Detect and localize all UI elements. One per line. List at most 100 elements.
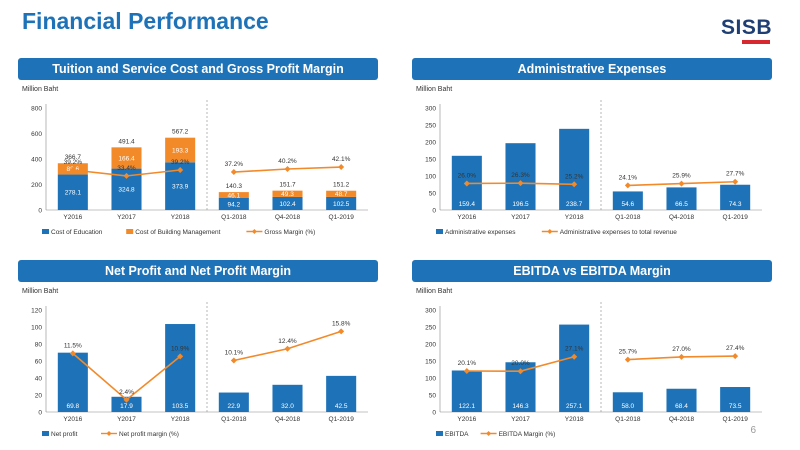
margin-point (123, 172, 130, 179)
margin-point (177, 167, 184, 174)
bar-value-label: 32.0 (281, 403, 294, 410)
bar-value-label: 102.5 (333, 201, 350, 208)
panel-ebitda: EBITDA vs EBITDA Margin Million Baht 0 50… (412, 260, 772, 445)
x-tick-label: Q1-2019 (723, 214, 749, 221)
margin-label: 2.4% (119, 389, 134, 396)
chart-title: EBITDA vs EBITDA Margin (412, 260, 772, 282)
y-tick-label: 50 (429, 392, 437, 399)
margin-point (123, 396, 130, 403)
bar-value-label: 257.1 (566, 403, 583, 410)
y-tick-label: 100 (425, 375, 436, 382)
margin-label: 37.2% (225, 161, 244, 168)
bar-value-label: 66.5 (675, 201, 688, 208)
margin-label: 27.1% (565, 346, 584, 353)
legend-label: Administrative expenses to total revenue (560, 229, 677, 236)
bar-value-label: 17.9 (120, 403, 133, 410)
bar-value-label: 159.4 (459, 201, 476, 208)
y-tick-label: 0 (38, 207, 42, 214)
margin-label: 27.4% (726, 345, 745, 352)
margin-point (624, 182, 631, 189)
bar-value-label: 146.3 (512, 403, 529, 410)
margin-point (463, 180, 470, 187)
margin-point (517, 180, 524, 187)
x-tick-label: Y2017 (117, 416, 136, 423)
legend-swatch (42, 431, 49, 436)
margin-point (571, 181, 578, 188)
bar-value-label: 196.5 (512, 201, 529, 208)
company-logo: SISB (720, 16, 772, 39)
bar-ebitda (666, 388, 697, 412)
margin-label: 20.0% (511, 360, 530, 367)
bar-total-label: 140.3 (226, 183, 243, 190)
margin-point (517, 368, 524, 375)
y-tick-label: 0 (38, 409, 42, 416)
y-tick-label: 0 (432, 207, 436, 214)
bar-cost-of-education (218, 197, 249, 210)
legend-label: Gross Margin (%) (264, 229, 315, 236)
bar-value-label: 324.8 (118, 187, 135, 194)
margin-label: 25.9% (672, 173, 691, 180)
bar-value-label: 278.1 (65, 190, 82, 197)
x-tick-label: Q4-2018 (275, 416, 301, 423)
y-tick-label: 100 (425, 173, 436, 180)
x-tick-label: Y2017 (511, 416, 530, 423)
bar-cost-of-building-management (326, 190, 357, 197)
chart-title: Net Profit and Net Profit Margin (18, 260, 378, 282)
margin-label: 24.1% (619, 174, 638, 181)
legend-swatch (436, 229, 443, 234)
margin-point (338, 164, 345, 171)
bar-value-label: 193.3 (172, 147, 189, 154)
chart-admin-expenses: 0 50 100 150 200 250 300 Y2016 Y2017 Y2018 Q1-2018… (425, 100, 762, 236)
chart-unit: Million Baht (22, 86, 59, 93)
chart-unit: Million Baht (22, 288, 59, 295)
bar-total-label: 151.2 (333, 182, 350, 189)
bar-value-label: 102.4 (279, 201, 296, 208)
bar-cost-of-education (326, 196, 357, 210)
bar-value-label: 46.1 (228, 192, 241, 199)
y-tick-label: 80 (35, 341, 43, 348)
bar-administrative-expenses (666, 187, 697, 210)
margin-point (624, 356, 631, 363)
bar-administrative-expenses (505, 143, 536, 210)
legend-marker (486, 431, 492, 436)
bar-value-label: 69.8 (67, 403, 80, 410)
bar-administrative-expenses (559, 128, 590, 210)
bar-cost-of-building-management (272, 190, 303, 197)
y-tick-label: 150 (425, 358, 436, 365)
margin-point (338, 328, 345, 335)
margin-point (732, 353, 739, 360)
chart-title: Administrative Expenses (412, 58, 772, 80)
margin-label: 10.9% (171, 345, 190, 352)
x-tick-label: Y2018 (565, 214, 584, 221)
margin-label: 10.1% (225, 349, 244, 356)
margin-label: 26.0% (458, 172, 477, 179)
margin-point (284, 165, 291, 172)
legend-label: Cost of Building Management (135, 229, 220, 236)
margin-label: 39.2% (171, 159, 190, 166)
margin-label: 25.2% (565, 173, 584, 180)
margin-label: 25.7% (619, 349, 638, 356)
y-tick-label: 150 (425, 156, 436, 163)
logo-accent-bar (742, 40, 770, 44)
bar-value-label: 166.4 (118, 155, 135, 162)
margin-point (230, 169, 237, 176)
bar-net-profit (218, 392, 249, 412)
bar-net-profit (326, 375, 357, 412)
margin-label: 27.7% (726, 171, 745, 178)
bar-cost-of-building-management (218, 192, 249, 198)
margin-label: 39.2% (64, 159, 83, 166)
chart-title: Tuition and Service Cost and Gross Profi… (18, 58, 378, 80)
margin-point (69, 350, 76, 357)
legend-marker (106, 431, 112, 436)
bar-total-label: 366.7 (65, 154, 82, 161)
margin-point (571, 353, 578, 360)
bar-value-label: 48.7 (335, 191, 348, 198)
legend-swatch (42, 229, 49, 234)
legend-marker (251, 229, 257, 234)
y-tick-label: 600 (31, 131, 42, 138)
x-tick-label: Y2018 (171, 214, 190, 221)
bar-net-profit (272, 384, 303, 412)
x-tick-label: Q1-2018 (615, 214, 641, 221)
bar-value-label: 74.3 (729, 201, 742, 208)
bar-value-label: 22.9 (228, 403, 241, 410)
